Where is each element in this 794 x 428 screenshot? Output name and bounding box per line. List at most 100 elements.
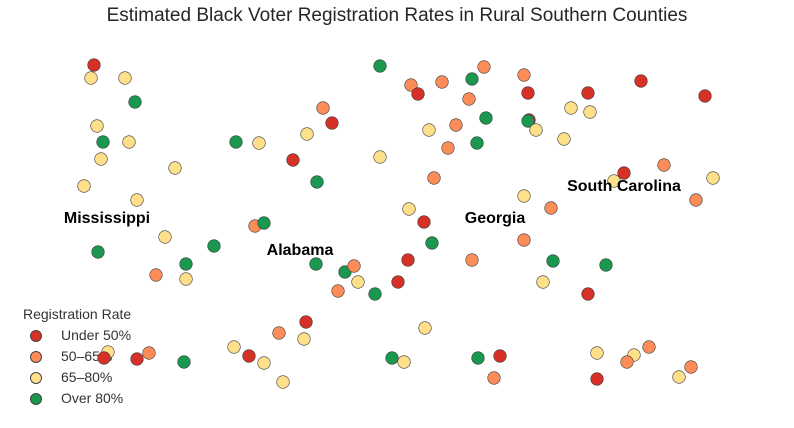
data-point bbox=[564, 101, 578, 115]
data-point bbox=[242, 349, 256, 363]
legend-label: Under 50% bbox=[61, 327, 132, 343]
state-label-georgia: Georgia bbox=[464, 210, 526, 227]
data-point bbox=[517, 189, 531, 203]
data-point bbox=[557, 132, 571, 146]
data-point bbox=[599, 258, 613, 272]
data-point bbox=[536, 275, 550, 289]
data-point bbox=[427, 171, 441, 185]
data-point bbox=[122, 135, 136, 149]
data-point bbox=[418, 321, 432, 335]
data-point bbox=[517, 68, 531, 82]
legend-title: Registration Rate bbox=[23, 306, 132, 322]
data-point bbox=[310, 175, 324, 189]
data-point bbox=[252, 136, 266, 150]
data-point bbox=[142, 346, 156, 360]
data-point bbox=[487, 371, 501, 385]
data-point bbox=[299, 315, 313, 329]
data-point bbox=[477, 60, 491, 74]
data-point bbox=[402, 202, 416, 216]
data-point bbox=[590, 372, 604, 386]
data-point bbox=[130, 352, 144, 366]
data-point bbox=[634, 74, 648, 88]
legend-marker bbox=[30, 372, 42, 384]
data-point bbox=[465, 72, 479, 86]
state-label-alabama: Alabama bbox=[266, 242, 334, 259]
data-point bbox=[462, 92, 476, 106]
data-point bbox=[368, 287, 382, 301]
data-point bbox=[517, 233, 531, 247]
data-point bbox=[94, 152, 108, 166]
data-point bbox=[168, 161, 182, 175]
data-point bbox=[590, 346, 604, 360]
data-point bbox=[581, 86, 595, 100]
data-point bbox=[276, 375, 290, 389]
data-point bbox=[521, 114, 535, 128]
data-point bbox=[373, 150, 387, 164]
data-point bbox=[529, 123, 543, 137]
data-point bbox=[465, 253, 479, 267]
data-point bbox=[642, 340, 656, 354]
data-point bbox=[391, 275, 405, 289]
data-point bbox=[493, 349, 507, 363]
data-point bbox=[449, 118, 463, 132]
data-point bbox=[706, 171, 720, 185]
legend-entry: 65–80% bbox=[23, 369, 131, 390]
data-point bbox=[272, 326, 286, 340]
data-point bbox=[229, 135, 243, 149]
data-point bbox=[149, 268, 163, 282]
data-point bbox=[546, 254, 560, 268]
data-point bbox=[373, 59, 387, 73]
data-point bbox=[544, 201, 558, 215]
data-point bbox=[118, 71, 132, 85]
legend-entry: Over 80% bbox=[23, 390, 131, 411]
data-point bbox=[179, 272, 193, 286]
state-label-south-carolina: South Carolina bbox=[567, 178, 681, 195]
data-point bbox=[325, 116, 339, 130]
data-point bbox=[581, 287, 595, 301]
data-point bbox=[179, 257, 193, 271]
data-point bbox=[351, 275, 365, 289]
data-point bbox=[404, 78, 418, 92]
data-point bbox=[385, 351, 399, 365]
data-point bbox=[441, 141, 455, 155]
data-point bbox=[87, 58, 101, 72]
data-point bbox=[471, 351, 485, 365]
data-point bbox=[309, 257, 323, 271]
data-point bbox=[207, 239, 221, 253]
data-point bbox=[84, 71, 98, 85]
data-point bbox=[411, 87, 425, 101]
data-point bbox=[130, 193, 144, 207]
data-point bbox=[698, 89, 712, 103]
data-point bbox=[401, 253, 415, 267]
data-point bbox=[617, 166, 631, 180]
data-point bbox=[177, 355, 191, 369]
data-point bbox=[583, 105, 597, 119]
data-point bbox=[97, 351, 111, 365]
data-point bbox=[417, 215, 431, 229]
data-point bbox=[158, 230, 172, 244]
data-point bbox=[297, 332, 311, 346]
legend-marker bbox=[30, 393, 42, 405]
data-point bbox=[689, 193, 703, 207]
data-point bbox=[521, 86, 535, 100]
data-point bbox=[77, 179, 91, 193]
data-point bbox=[657, 158, 671, 172]
data-point bbox=[347, 259, 361, 273]
state-label-mississippi: Mississippi bbox=[63, 210, 151, 227]
data-point bbox=[91, 245, 105, 259]
data-point bbox=[620, 355, 634, 369]
data-point bbox=[397, 355, 411, 369]
data-point bbox=[470, 136, 484, 150]
legend-label: 65–80% bbox=[61, 369, 113, 385]
data-point bbox=[331, 284, 345, 298]
chart-title: Estimated Black Voter Registration Rates… bbox=[106, 5, 688, 26]
data-point bbox=[425, 236, 439, 250]
legend-marker bbox=[30, 330, 42, 342]
legend-label: Over 80% bbox=[61, 390, 124, 406]
data-point bbox=[479, 111, 493, 125]
legend-marker bbox=[30, 351, 42, 363]
data-point bbox=[96, 135, 110, 149]
data-point bbox=[422, 123, 436, 137]
